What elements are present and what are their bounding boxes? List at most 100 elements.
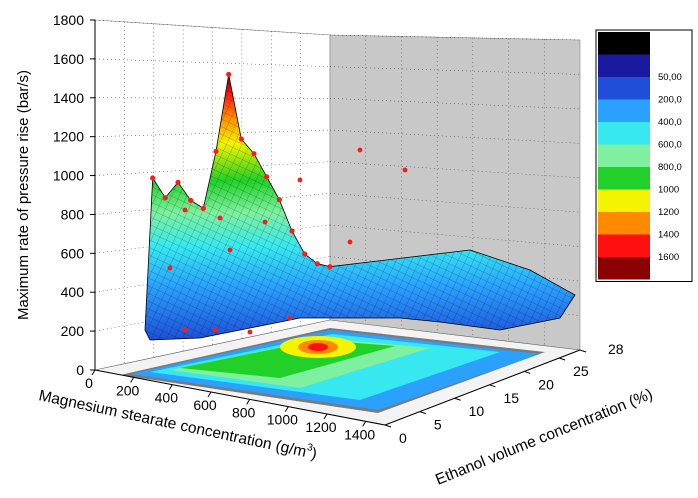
y-tick-labels: 0 5 10 15 20 25 28 xyxy=(384,341,624,446)
y-tick-mark xyxy=(419,411,426,415)
z-tick-label-1000: 1000 xyxy=(53,168,84,184)
grid-line-left xyxy=(94,193,331,215)
legend-swatch xyxy=(598,54,650,77)
grid-line-right xyxy=(329,193,581,213)
legend-swatch xyxy=(598,99,650,122)
data-point xyxy=(264,174,270,180)
data-point xyxy=(212,327,218,333)
data-point xyxy=(162,195,168,201)
z-tick-labels: 0 200 400 600 800 1000 1200 1400 1600 1800 xyxy=(53,12,95,378)
y-tick-label-15: 15 xyxy=(503,390,519,406)
data-point xyxy=(262,219,268,225)
legend-label-4: 600,0 xyxy=(658,140,682,151)
grid-line-left xyxy=(94,19,331,36)
x-tick-label-0: 0 xyxy=(85,375,93,391)
x-tick-label-1400: 1400 xyxy=(344,426,375,442)
z-tick-label-1800: 1800 xyxy=(53,12,84,28)
x-tick-label-200: 200 xyxy=(116,382,140,398)
y-tick-mark xyxy=(384,424,392,428)
data-point xyxy=(297,177,303,183)
legend-swatch xyxy=(598,77,650,100)
legend-label-3: 400,0 xyxy=(658,117,682,128)
x-tick-mark xyxy=(130,377,135,383)
data-point xyxy=(402,167,408,173)
grid-line-right xyxy=(329,34,581,41)
legend-swatch xyxy=(598,234,650,257)
z-tick-label-1400: 1400 xyxy=(53,90,84,106)
x-tick-mark xyxy=(168,384,173,390)
grid-line-left xyxy=(94,161,331,176)
data-point xyxy=(357,147,363,153)
y-tick-mark xyxy=(579,349,587,353)
y-tick-mark xyxy=(489,384,496,388)
x-tick-mark xyxy=(362,421,367,427)
y-tick-mark xyxy=(524,370,531,374)
data-point xyxy=(182,327,188,333)
data-point xyxy=(213,148,219,154)
y-tick-mark xyxy=(558,357,566,361)
x-tick-labels: 0 200 400 600 800 1000 1200 1400 xyxy=(85,369,375,442)
x-tick-mark xyxy=(323,413,328,420)
data-point xyxy=(175,179,181,185)
z-tick-label-600: 600 xyxy=(61,245,85,261)
z-tick-label-200: 200 xyxy=(61,323,85,339)
measured-points xyxy=(150,71,408,335)
z-axis-title: Maximum rate of pressure rise (bar/s) xyxy=(15,70,32,320)
z-tick-label-400: 400 xyxy=(61,284,85,300)
grid-line-right xyxy=(329,161,581,179)
y-tick-label-25: 25 xyxy=(573,363,589,379)
legend-label-9: 1600 xyxy=(658,252,679,263)
legend-label-8: 1400 xyxy=(658,230,679,241)
data-point xyxy=(167,265,173,271)
x-tick-mark xyxy=(246,399,251,405)
y-tick-label-10: 10 xyxy=(469,403,485,419)
legend-label-6: 1000 xyxy=(658,185,679,196)
grid-line-right xyxy=(329,66,581,75)
z-tick-label-0: 0 xyxy=(76,362,84,378)
data-point xyxy=(289,228,295,234)
y-tick-label-0: 0 xyxy=(399,430,407,446)
y-tick-label-20: 20 xyxy=(538,376,554,392)
x-tick-label-1200: 1200 xyxy=(305,419,336,435)
data-point xyxy=(238,136,244,142)
x-tick-mark xyxy=(284,406,289,412)
legend-swatch xyxy=(598,167,650,190)
y-tick-label-28: 28 xyxy=(608,341,624,357)
grid-line-right xyxy=(329,129,581,144)
y-tick-mark xyxy=(454,397,461,401)
legend-swatch xyxy=(598,144,650,167)
data-point xyxy=(287,315,293,321)
data-point xyxy=(150,175,156,181)
legend-swatch xyxy=(598,189,650,212)
legend-swatch xyxy=(598,257,650,280)
x-tick-label-1000: 1000 xyxy=(267,412,298,428)
legend-label-7: 1200 xyxy=(658,207,679,218)
legend: 50,00 200,0 400,0 600,0 800,0 1000 1200 1400 160… xyxy=(595,29,693,282)
legend-swatch xyxy=(598,212,650,235)
data-point xyxy=(247,329,253,335)
data-point xyxy=(182,207,188,213)
y-tick-label-5: 5 xyxy=(434,417,442,433)
data-point xyxy=(276,197,282,203)
y-axis xyxy=(384,349,581,426)
data-point xyxy=(251,151,257,157)
floor-contour-map xyxy=(130,330,540,410)
x-tick-mark xyxy=(91,369,96,376)
legend-label-2: 200,0 xyxy=(658,95,682,106)
x-tick-label-400: 400 xyxy=(155,390,179,406)
grid-line-right xyxy=(329,98,581,110)
data-point xyxy=(188,197,194,203)
data-point xyxy=(227,247,233,253)
data-point xyxy=(347,239,353,245)
data-point xyxy=(217,215,223,221)
x-tick-label-800: 800 xyxy=(232,404,256,420)
contour-region-red xyxy=(308,343,328,351)
data-point xyxy=(200,205,206,211)
z-tick-label-800: 800 xyxy=(61,206,85,222)
legend-label-5: 800,0 xyxy=(658,162,682,173)
data-point xyxy=(302,251,308,257)
data-point xyxy=(314,261,320,267)
legend-label-1: 50,00 xyxy=(658,72,682,83)
data-point xyxy=(226,71,232,77)
